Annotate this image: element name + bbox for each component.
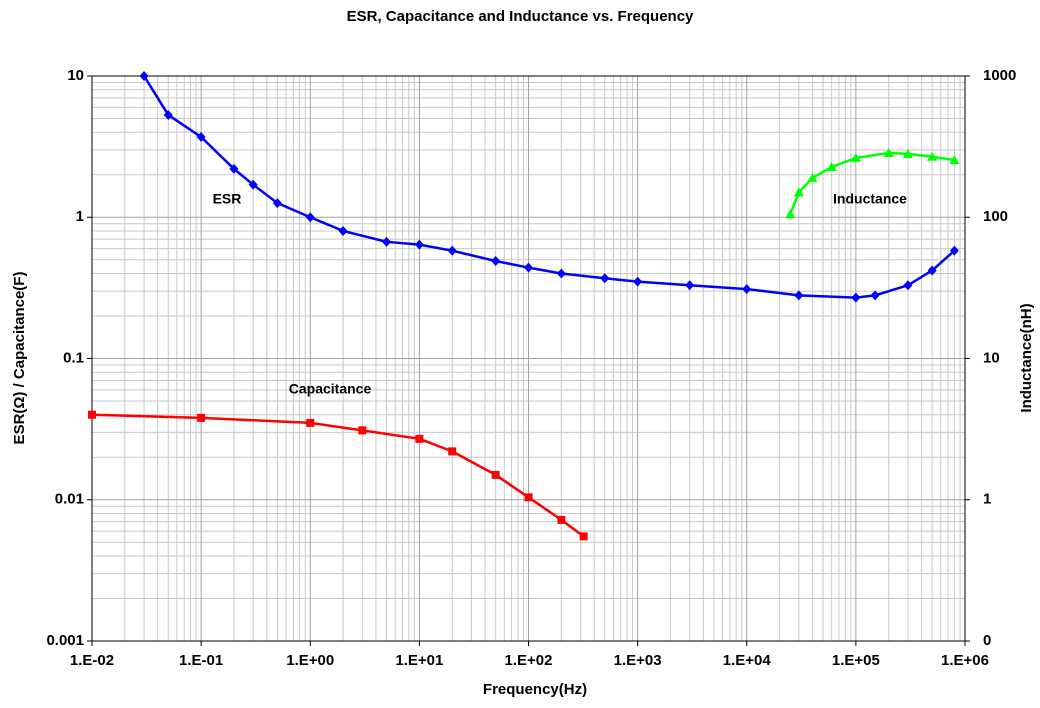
- x-axis-label: Frequency(Hz): [483, 681, 587, 698]
- x-tick-label: 1.E+04: [723, 652, 772, 669]
- x-tick-label: 1.E+00: [286, 652, 334, 669]
- y-axis-label: ESR(Ω) / Capacitance(F): [11, 272, 28, 445]
- series-label: Capacitance: [289, 381, 372, 397]
- y2-tick-label: 0: [983, 632, 991, 649]
- marker: [870, 290, 880, 301]
- y-tick-label: 10: [67, 67, 84, 84]
- x-tick-label: 1.E+02: [505, 652, 553, 669]
- marker: [850, 152, 861, 162]
- y-tick-label: 0.001: [46, 632, 84, 649]
- marker: [447, 245, 457, 256]
- plot-border: [91, 75, 966, 642]
- series-line: [143, 75, 956, 299]
- series-label: ESR: [213, 191, 242, 207]
- marker: [491, 256, 501, 267]
- marker: [949, 245, 959, 256]
- marker: [248, 179, 258, 190]
- marker: [807, 172, 818, 182]
- marker: [358, 426, 367, 435]
- series-label: Inductance: [833, 191, 907, 207]
- y2-tick-label: 100: [983, 208, 1008, 225]
- marker: [785, 209, 796, 219]
- x-tick-label: 1.E-01: [179, 652, 223, 669]
- marker: [883, 148, 894, 158]
- marker: [927, 151, 938, 161]
- y2-tick-label: 10: [983, 349, 1000, 366]
- marker: [382, 236, 392, 247]
- marker: [88, 410, 96, 419]
- marker: [415, 434, 424, 443]
- marker: [633, 276, 643, 287]
- marker: [794, 290, 804, 301]
- y-tick-label: 0.01: [55, 491, 84, 508]
- y-tick-label: 0.1: [63, 349, 84, 366]
- marker: [272, 198, 282, 209]
- marker: [793, 187, 804, 197]
- x-tick-label: 1.E+06: [941, 652, 989, 669]
- marker: [903, 280, 913, 291]
- marker: [902, 148, 913, 158]
- y2-axis-label: Inductance(nH): [1018, 303, 1035, 412]
- x-tick-label: 1.E-02: [70, 652, 114, 669]
- marker: [306, 418, 315, 427]
- marker: [229, 163, 239, 174]
- marker: [826, 161, 837, 171]
- marker: [524, 262, 533, 273]
- marker: [448, 447, 457, 456]
- y2-tick-label: 1000: [983, 67, 1016, 84]
- chart-title: ESR, Capacitance and Inductance vs. Freq…: [347, 8, 694, 25]
- x-tick-label: 1.E+01: [395, 652, 443, 669]
- marker: [491, 470, 500, 479]
- marker: [557, 515, 566, 524]
- marker: [414, 239, 424, 250]
- marker: [851, 292, 861, 303]
- series-line: [91, 413, 585, 538]
- marker: [556, 268, 566, 279]
- x-tick-label: 1.E+05: [832, 652, 880, 669]
- marker: [196, 131, 206, 142]
- marker: [524, 493, 533, 502]
- marker: [338, 225, 348, 236]
- marker: [927, 265, 937, 276]
- marker: [163, 109, 173, 120]
- marker: [197, 413, 206, 422]
- marker: [305, 212, 315, 223]
- x-tick-label: 1.E+03: [614, 652, 662, 669]
- marker: [600, 273, 610, 284]
- marker: [579, 532, 588, 541]
- marker: [685, 280, 695, 291]
- marker: [742, 284, 752, 295]
- y2-tick-label: 1: [983, 491, 991, 508]
- marker: [949, 155, 960, 165]
- marker: [139, 71, 149, 81]
- y-tick-label: 1: [76, 208, 84, 225]
